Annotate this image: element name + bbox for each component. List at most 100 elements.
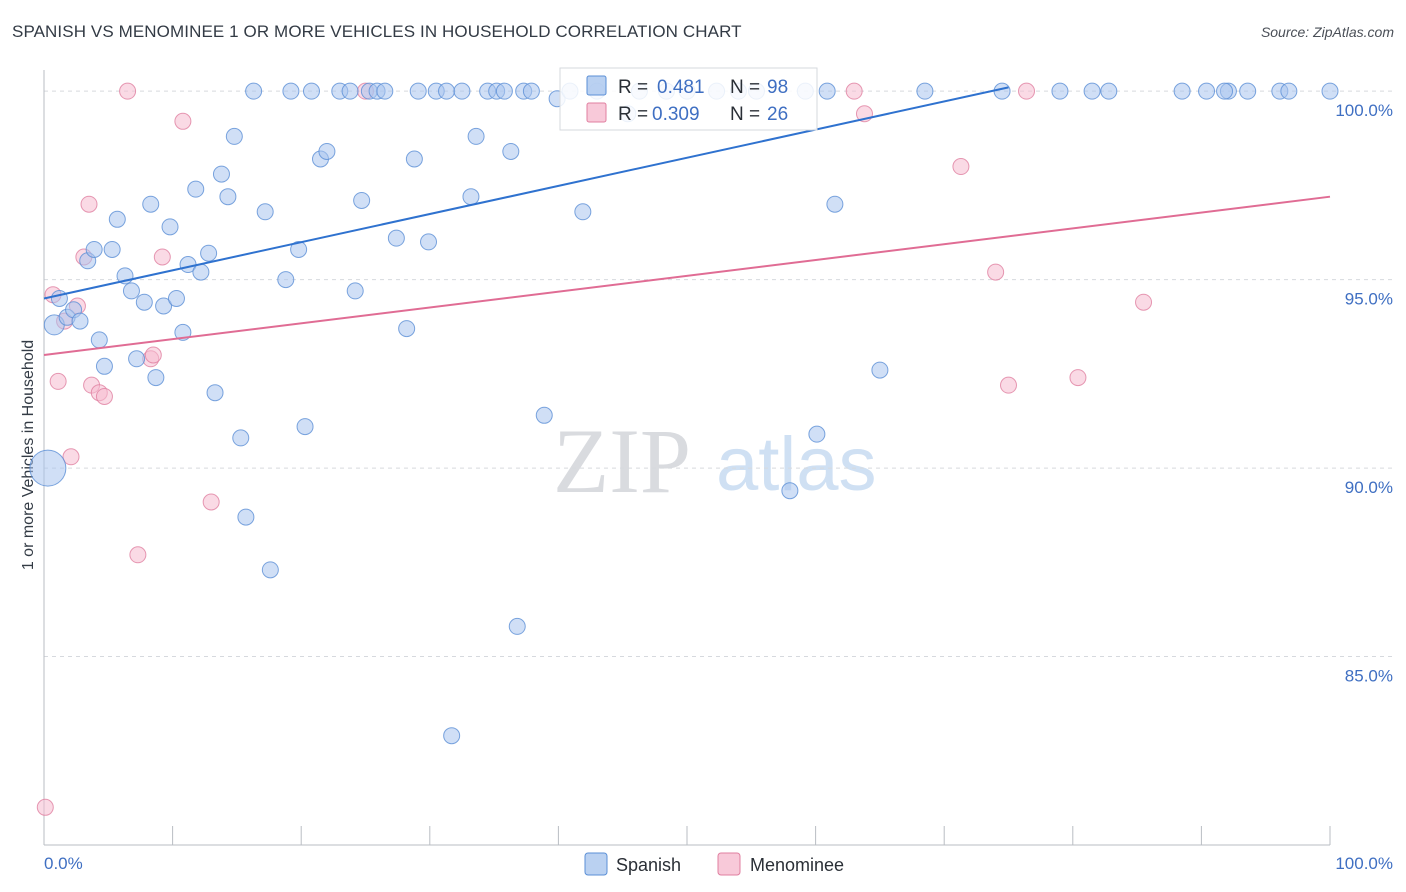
- menominee-point: [49, 372, 67, 390]
- spanish-point: [916, 82, 934, 100]
- spanish-point: [467, 127, 485, 145]
- menominee-point: [1000, 376, 1017, 394]
- series-legend: Spanish Menominee: [584, 852, 844, 876]
- spanish-point: [826, 195, 844, 213]
- spanish-point: [871, 361, 889, 379]
- spanish-point: [147, 369, 165, 387]
- bottom-legend-label-menominee: Menominee: [750, 855, 844, 875]
- spanish-point: [318, 142, 336, 160]
- spanish-point: [296, 418, 314, 436]
- spanish-point: [277, 271, 295, 289]
- legend-r-label-spanish: R =: [618, 77, 648, 98]
- menominee-trend-line: [43, 195, 1331, 356]
- x-tick-labels: 0.0% 100.0%: [44, 854, 1393, 873]
- menominee-point: [1018, 82, 1036, 100]
- spanish-point: [993, 82, 1011, 100]
- y-tick-labels: 85.0% 90.0% 95.0% 100.0%: [1335, 101, 1393, 685]
- spanish-trend-line: [43, 86, 1009, 300]
- spanish-point: [261, 561, 279, 579]
- gridlines: [44, 90, 1394, 658]
- spanish-point: [353, 191, 371, 209]
- spanish-point: [302, 82, 320, 100]
- y-tick-label: 100.0%: [1335, 101, 1393, 120]
- spanish-point: [409, 82, 427, 100]
- spanish-point: [1083, 82, 1101, 100]
- spanish-point: [282, 82, 300, 100]
- spanish-point: [256, 203, 274, 221]
- spanish-point: [29, 449, 67, 487]
- spanish-point: [245, 82, 263, 100]
- trend-lines: [43, 86, 1331, 356]
- spanish-point: [122, 282, 140, 300]
- spanish-point: [237, 508, 255, 526]
- watermark: ZIP atlas: [553, 410, 877, 512]
- spanish-point: [346, 282, 364, 300]
- menominee-point: [202, 493, 220, 511]
- spanish-point: [522, 82, 540, 100]
- x-ticks: [172, 826, 1331, 845]
- spanish-point: [1051, 82, 1069, 100]
- spanish-point: [1100, 82, 1118, 100]
- chart-title: SPANISH VS MENOMINEE 1 OR MORE VEHICLES …: [12, 22, 742, 41]
- spanish-point: [206, 384, 224, 402]
- spanish-point: [71, 312, 89, 330]
- spanish-point: [453, 82, 471, 100]
- legend-n-value-spanish: 98: [767, 77, 788, 98]
- y-tick-label: 90.0%: [1345, 478, 1393, 497]
- menominee-point: [987, 263, 1005, 281]
- menominee-point: [153, 248, 171, 266]
- legend-n-label-spanish: N =: [730, 77, 760, 98]
- source-label: Source: ZipAtlas.com: [1260, 24, 1394, 40]
- spanish-point: [135, 293, 153, 311]
- legend-r-value-spanish: 0.481: [657, 77, 705, 98]
- spanish-point: [232, 429, 250, 447]
- legend-r-value-menominee: 0.309: [652, 104, 700, 125]
- legend-n-label-menominee: N =: [730, 104, 760, 125]
- spanish-point: [1216, 82, 1234, 100]
- x-tick-label: 0.0%: [44, 854, 83, 873]
- spanish-point: [376, 82, 394, 100]
- legend-swatch-menominee: [586, 102, 607, 123]
- spanish-point: [85, 240, 103, 258]
- spanish-point: [290, 240, 308, 258]
- spanish-point: [225, 127, 243, 145]
- menominee-point: [119, 82, 137, 100]
- spanish-point: [438, 82, 456, 100]
- spanish-point: [495, 82, 513, 100]
- spanish-point: [387, 229, 405, 247]
- menominee-point: [80, 195, 98, 213]
- spanish-points: [29, 82, 1339, 745]
- menominee-point: [95, 387, 113, 405]
- menominee-point: [144, 346, 162, 364]
- correlation-legend: R = 0.481 N = 98 R = 0.309 N = 26: [559, 67, 818, 131]
- spanish-point: [1239, 82, 1257, 100]
- spanish-point: [818, 82, 836, 100]
- spanish-point: [108, 210, 126, 228]
- spanish-point: [1173, 82, 1191, 100]
- spanish-point: [574, 203, 592, 221]
- spanish-point: [219, 188, 237, 206]
- spanish-point: [462, 188, 480, 206]
- spanish-point: [341, 82, 359, 100]
- menominee-point: [1135, 293, 1153, 311]
- spanish-point: [103, 240, 121, 258]
- spanish-point: [128, 350, 146, 368]
- menominee-point: [36, 798, 54, 816]
- spanish-point: [1198, 82, 1216, 100]
- legend-swatch-spanish: [586, 75, 607, 96]
- menominee-point: [174, 112, 192, 130]
- spanish-point: [535, 406, 553, 424]
- spanish-point: [161, 218, 179, 236]
- spanish-point: [90, 331, 108, 349]
- bottom-legend-label-spanish: Spanish: [616, 855, 681, 875]
- legend-n-value-menominee: 26: [767, 104, 788, 125]
- watermark-zip: ZIP: [553, 410, 691, 512]
- spanish-point: [174, 323, 192, 341]
- spanish-point: [142, 195, 160, 213]
- bottom-legend-swatch-spanish: [584, 852, 608, 876]
- spanish-point: [405, 150, 423, 168]
- x-tick-label: 100.0%: [1335, 854, 1393, 873]
- y-tick-label: 85.0%: [1345, 667, 1393, 686]
- spanish-point: [212, 165, 230, 183]
- spanish-point: [443, 727, 461, 745]
